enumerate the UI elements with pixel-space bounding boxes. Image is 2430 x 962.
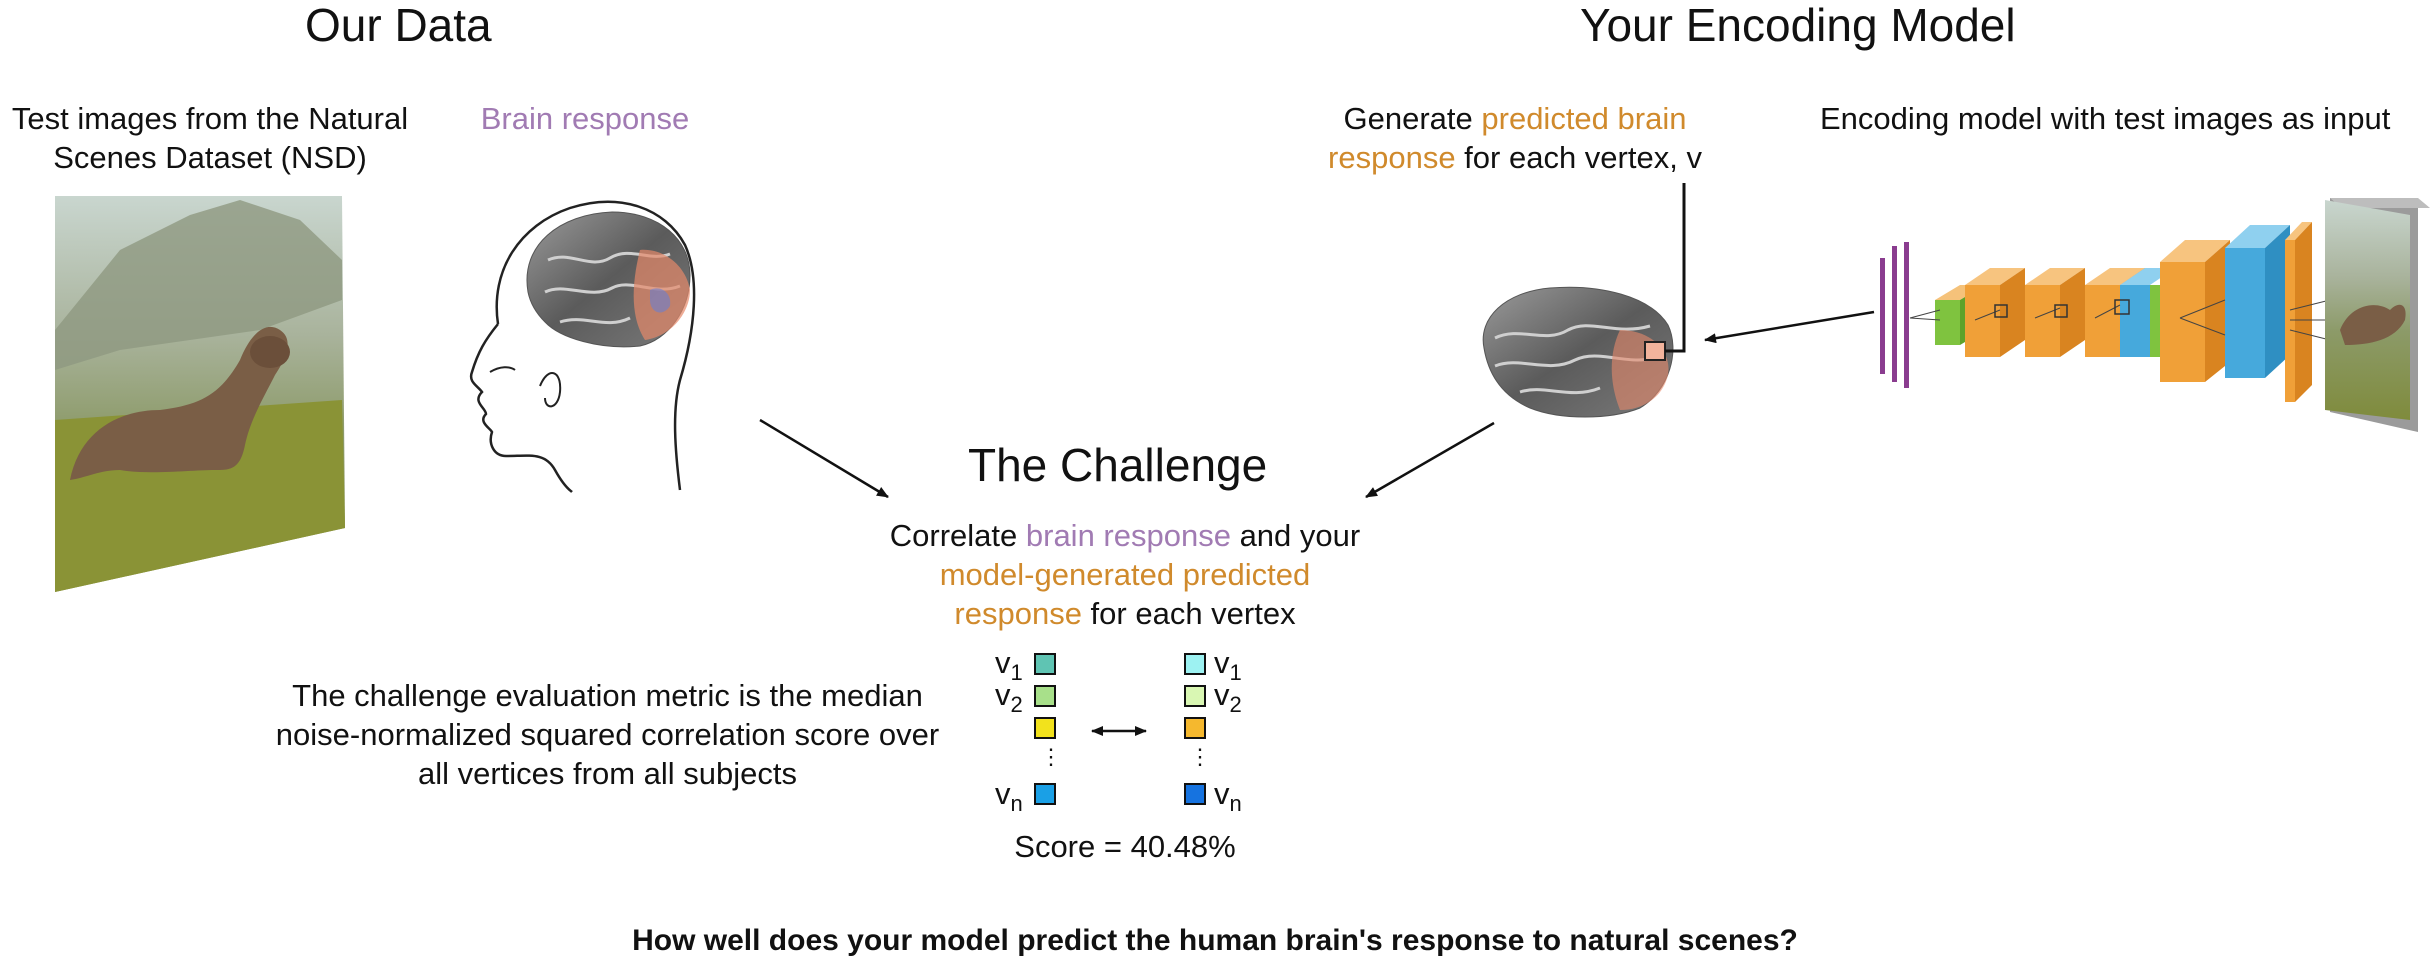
brain-response-label: Brain response [480,101,690,136]
head-with-brain-illustration [469,200,696,493]
vector-label-v1-left: v1 [995,645,1023,686]
metric-line1: The challenge evaluation metric is the m… [292,678,923,713]
arrow-model-to-challenge [1365,421,1495,499]
vector-label-v2-left: v2 [995,677,1023,718]
bottom-question: How well does your model predict the hum… [632,924,1798,957]
vector-left-v3 [1034,717,1056,739]
generate-predicted-label: Generate predicted brain response for ea… [1290,99,1740,177]
predicted-brain-text: predicted brain [1481,101,1687,136]
vector-label-vn-right: vn [1214,776,1242,817]
vector-right-vn [1184,783,1206,805]
arrow-cnn-to-brain [1704,310,1875,344]
vertex-connector-line [1665,183,1686,353]
vector-right [1184,653,1208,805]
generate-text: Generate [1343,101,1482,136]
test-images-label: Test images from the Natural Scenes Data… [0,99,420,177]
arrow-brain-to-challenge [759,418,889,499]
test-image-photo [55,196,345,592]
score-label: Score = 40.48% [1014,829,1236,864]
encoding-model-heading: Your Encoding Model [1580,0,2016,51]
encoding-model-label: Encoding model with test images as input [1820,101,2391,136]
vector-left-v2 [1034,685,1056,707]
test-images-label-line2: Scenes Dataset (NSD) [53,140,367,175]
our-data-heading: Our Data [305,0,492,51]
model-generated-text: model-generated predicted [939,557,1311,592]
and-your-text: and your [1230,518,1361,553]
vector-dots-left: ⋮ [1040,744,1062,769]
correlate-text: Correlate [889,518,1026,553]
vector-right-v1 [1184,653,1206,675]
predicted-brain-illustration [1482,286,1674,418]
metric-line2: noise-normalized squared correlation sco… [275,717,940,752]
vector-left [1034,653,1058,805]
vector-dots-right: ⋮ [1189,744,1211,769]
vector-label-v2-right: v2 [1214,677,1242,718]
metric-line3: all vertices from all subjects [417,756,797,791]
correlate-label: Correlate brain response and your model-… [850,516,1400,633]
response-text: response [1328,140,1456,175]
input-image-photo [2325,198,2430,432]
cnn-encoding-model [1880,222,2331,402]
vector-right-v3 [1184,717,1206,739]
challenge-heading: The Challenge [968,439,1268,491]
for-each-vertex-text: for each vertex [1081,596,1296,631]
correlate-brain-response: brain response [1025,518,1231,553]
vector-right-v2 [1184,685,1206,707]
vector-left-v1 [1034,653,1056,675]
vector-label-v1-right: v1 [1214,645,1242,686]
selected-vertex-marker [1644,341,1666,361]
metric-description: The challenge evaluation metric is the m… [250,676,965,793]
correlate-response-text: response [954,596,1082,631]
vector-label-vn-left: vn [995,776,1023,817]
test-images-label-line1: Test images from the Natural [11,101,409,136]
vector-left-vn [1034,783,1056,805]
each-vertex-text: for each vertex, v [1455,140,1702,175]
